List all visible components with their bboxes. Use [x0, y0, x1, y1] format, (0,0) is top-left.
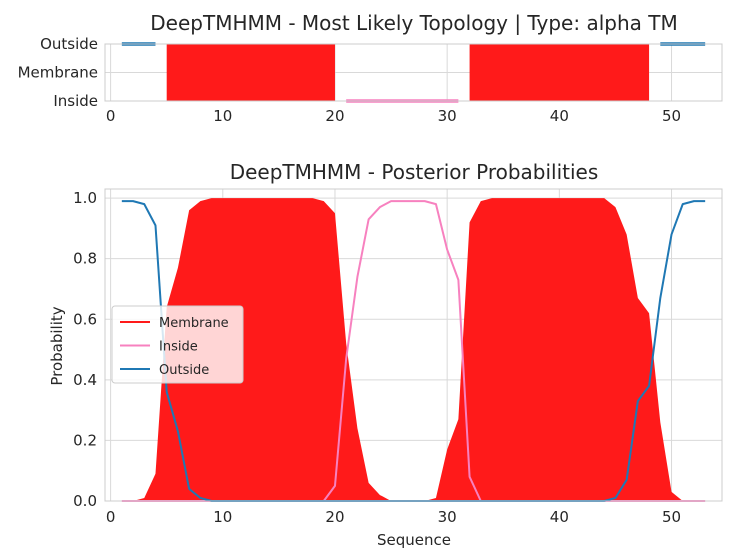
posterior-y-tick-label: 0.6 [73, 310, 97, 328]
posterior-x-tick-label: 0 [106, 508, 116, 526]
posterior-panel: DeepTMHMM - Posterior Probabilities 0 10 2… [48, 160, 723, 549]
topology-x-tick-label: 0 [106, 107, 116, 125]
posterior-x-tick-label: 20 [325, 508, 344, 526]
x-axis-label: Sequence [377, 531, 451, 549]
topology-x-tick-label: 40 [550, 107, 569, 125]
posterior-x-tick-label: 40 [550, 508, 569, 526]
posterior-y-tick-label: 0.4 [73, 371, 97, 389]
posterior-x-tick-label: 30 [438, 508, 457, 526]
posterior-x-ticks: 0 10 20 30 40 50 [106, 508, 681, 526]
legend-box [111, 305, 244, 384]
posterior-x-tick-label: 10 [213, 508, 232, 526]
topology-y-tick-label: Inside [53, 92, 98, 110]
topology-x-tick-label: 10 [213, 107, 232, 125]
topology-segment-membrane [469, 44, 650, 101]
topology-title: DeepTMHMM - Most Likely Topology | Type:… [150, 11, 677, 35]
topology-y-tick-label: Membrane [18, 64, 98, 82]
topology-x-tick-label: 50 [662, 107, 681, 125]
topology-segment-membrane [166, 44, 335, 101]
topology-frame [104, 43, 723, 102]
topology-panel: DeepTMHMM - Most Likely Topology | Type:… [18, 11, 723, 125]
posterior-y-tick-label: 0.0 [73, 492, 97, 510]
posterior-y-ticks: 0.0 0.2 0.4 0.6 0.8 1.0 [73, 189, 97, 510]
posterior-y-tick-label: 1.0 [73, 189, 97, 207]
posterior-frame [104, 188, 723, 502]
series-membrane-area [121, 198, 706, 501]
posterior-y-tick-label: 0.2 [73, 431, 97, 449]
topology-y-tick-label: Outside [40, 35, 98, 53]
topology-y-ticks: Outside Membrane Inside [18, 35, 98, 110]
posterior-title: DeepTMHMM - Posterior Probabilities [230, 160, 599, 184]
topology-x-tick-label: 30 [438, 107, 457, 125]
legend-label-outside: Outside [159, 363, 209, 378]
legend: Membrane Inside Outside [111, 305, 244, 384]
legend-label-membrane: Membrane [159, 316, 229, 331]
topology-x-tick-label: 20 [325, 107, 344, 125]
posterior-y-tick-label: 0.8 [73, 250, 97, 268]
posterior-x-tick-label: 50 [662, 508, 681, 526]
legend-items: Membrane Inside Outside [120, 316, 229, 378]
topology-x-ticks: 0 10 20 30 40 50 [106, 107, 681, 125]
y-axis-label: Probability [48, 306, 66, 385]
legend-label-inside: Inside [159, 340, 198, 355]
